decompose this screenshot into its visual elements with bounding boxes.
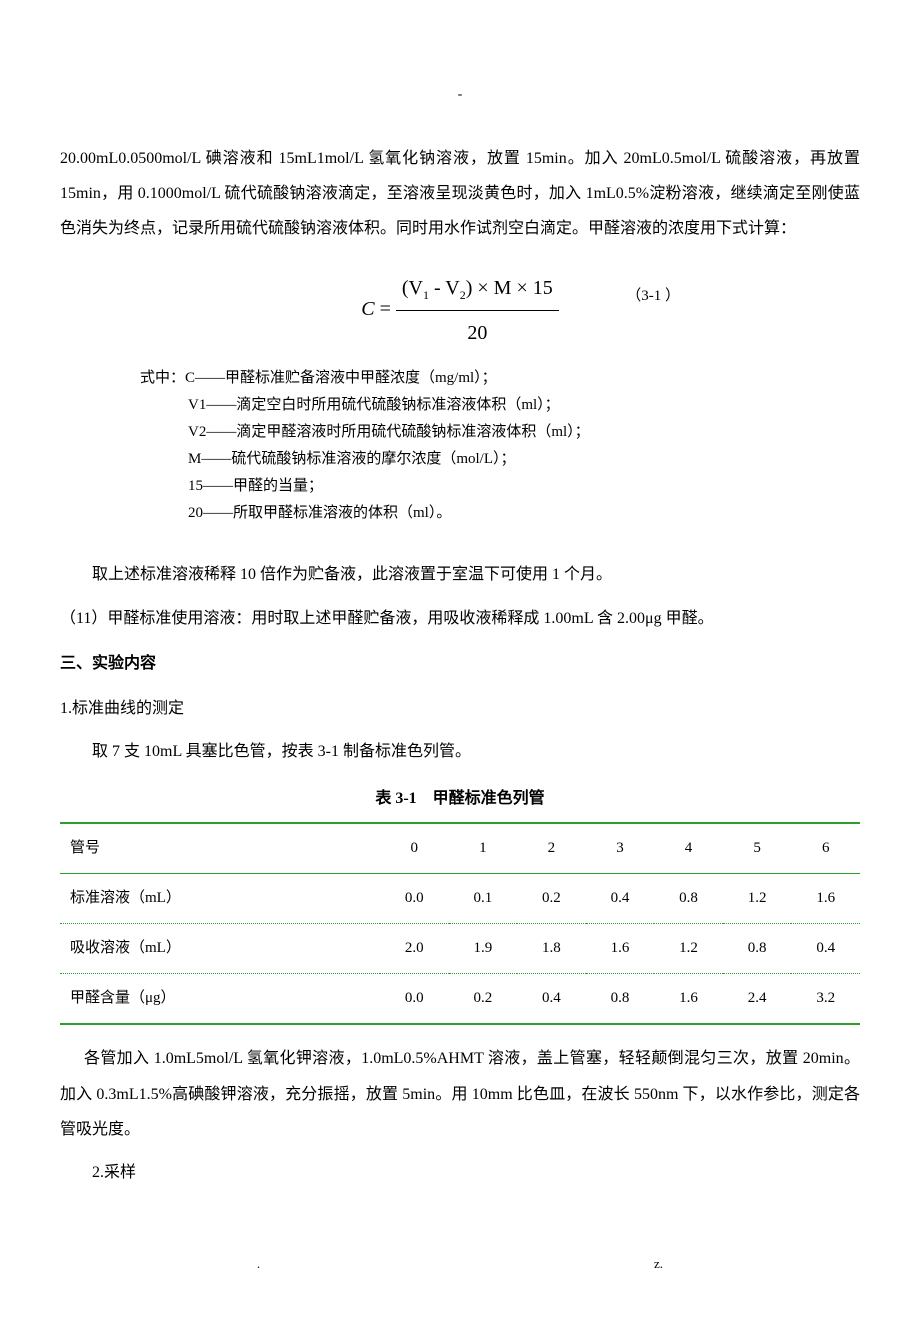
col-head: 0 (380, 823, 449, 874)
table-cell: 0.4 (791, 924, 860, 974)
table-cell: 3.2 (791, 974, 860, 1025)
table-cell: 1.6 (586, 924, 655, 974)
def-line: 15——甲醛的当量； (188, 473, 860, 500)
table-cell: 0.2 (449, 974, 518, 1025)
table-cell: 0.2 (517, 874, 586, 924)
table-cell: 1.2 (654, 924, 723, 974)
table-cell: 0.0 (380, 974, 449, 1025)
item-1-heading: 1.标准曲线的测定 (60, 691, 860, 726)
table-3-1: 管号 0 1 2 3 4 5 6 标准溶液（mL） 0.0 0.1 0.2 0.… (60, 822, 860, 1025)
table-cell: 0.4 (586, 874, 655, 924)
col-head: 3 (586, 823, 655, 874)
table-row: 甲醛含量（μg） 0.0 0.2 0.4 0.8 1.6 2.4 3.2 (60, 974, 860, 1025)
top-dash: - (60, 80, 860, 111)
def-intro: 式中：C——甲醛标准贮备溶液中甲醛浓度（mg/ml）； (140, 365, 860, 392)
def-line: M——硫代硫酸钠标准溶液的摩尔浓度（mol/L）； (188, 446, 860, 473)
paragraph-3: （11）甲醛标准使用溶液：用时取上述甲醛贮备液，用吸收液稀释成 1.00mL 含… (60, 601, 860, 636)
col-head: 1 (449, 823, 518, 874)
item-1-body: 取 7 支 10mL 具塞比色管，按表 3-1 制备标准色列管。 (60, 734, 860, 769)
row-label-cell: 甲醛含量（μg） (60, 974, 380, 1025)
paragraph-2: 取上述标准溶液稀释 10 倍作为贮备液，此溶液置于室温下可使用 1 个月。 (60, 557, 860, 592)
footer-left: . (257, 1250, 260, 1279)
table-cell: 0.8 (723, 924, 792, 974)
table-cell: 2.0 (380, 924, 449, 974)
table-cell: 0.0 (380, 874, 449, 924)
item-2-heading: 2.采样 (60, 1155, 860, 1190)
table-cell: 1.6 (654, 974, 723, 1025)
def-line: V2——滴定甲醛溶液时所用硫代硫酸钠标准溶液体积（ml）； (188, 419, 860, 446)
row-label-cell: 标准溶液（mL） (60, 874, 380, 924)
table-cell: 1.6 (791, 874, 860, 924)
formula-fraction: (V1 - V2) × M × 15 20 (396, 266, 559, 355)
formula-numerator: (V1 - V2) × M × 15 (396, 266, 559, 311)
table-cell: 0.8 (586, 974, 655, 1025)
formula-denominator: 20 (396, 311, 559, 355)
paragraph-1: 20.00mL0.0500mol/L 碘溶液和 15mL1mol/L 氢氧化钠溶… (60, 141, 860, 247)
col-head: 4 (654, 823, 723, 874)
definition-list: 式中：C——甲醛标准贮备溶液中甲醛浓度（mg/ml）； V1——滴定空白时所用硫… (140, 365, 860, 527)
col-head: 6 (791, 823, 860, 874)
table-caption: 表 3-1 甲醛标准色列管 (60, 781, 860, 816)
header-label-cell: 管号 (60, 823, 380, 874)
table-cell: 1.2 (723, 874, 792, 924)
def-line: V1——滴定空白时所用硫代硫酸钠标准溶液体积（ml）； (188, 392, 860, 419)
formula-lhs: C = (361, 298, 396, 320)
table-row: 标准溶液（mL） 0.0 0.1 0.2 0.4 0.8 1.2 1.6 (60, 874, 860, 924)
table-cell: 0.8 (654, 874, 723, 924)
section-3-heading: 三、实验内容 (60, 646, 860, 681)
table-cell: 1.8 (517, 924, 586, 974)
col-head: 5 (723, 823, 792, 874)
def-line: 20——所取甲醛标准溶液的体积（ml）。 (188, 500, 860, 527)
table-row: 吸收溶液（mL） 2.0 1.9 1.8 1.6 1.2 0.8 0.4 (60, 924, 860, 974)
table-cell: 0.1 (449, 874, 518, 924)
table-cell: 0.4 (517, 974, 586, 1025)
formula-label: （3-1 ） (626, 280, 680, 313)
table-cell: 1.9 (449, 924, 518, 974)
table-header-row: 管号 0 1 2 3 4 5 6 (60, 823, 860, 874)
page-footer: . z. (60, 1250, 860, 1279)
col-head: 2 (517, 823, 586, 874)
footer-right: z. (654, 1250, 663, 1279)
row-label-cell: 吸收溶液（mL） (60, 924, 380, 974)
paragraph-4: 各管加入 1.0mL5mol/L 氢氧化钾溶液，1.0mL0.5%AHMT 溶液… (60, 1041, 860, 1147)
formula-3-1: C = (V1 - V2) × M × 15 20 （3-1 ） (60, 266, 860, 355)
table-cell: 2.4 (723, 974, 792, 1025)
